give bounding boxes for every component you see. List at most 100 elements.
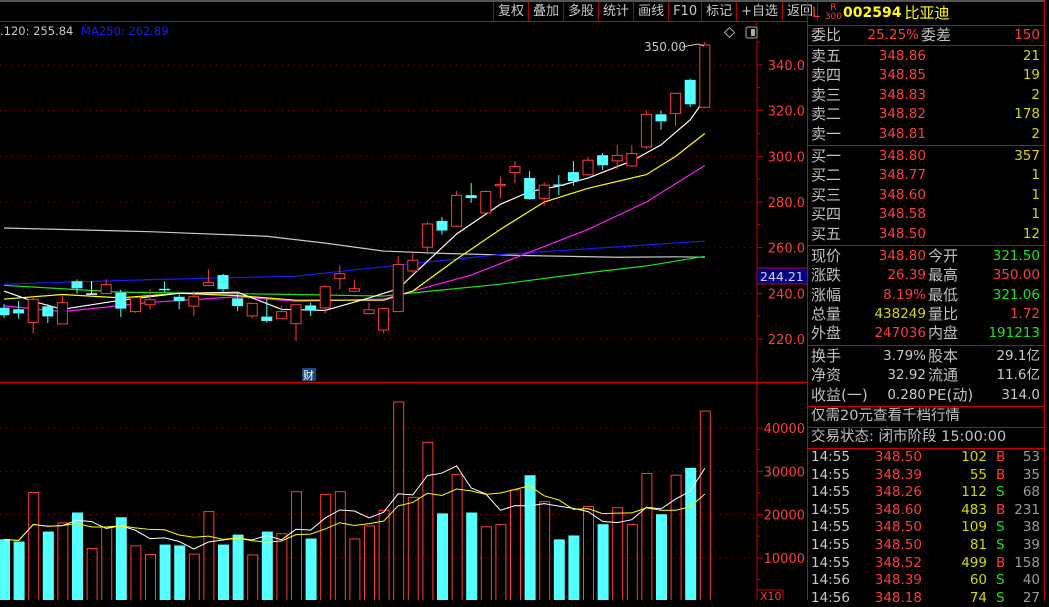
candle[interactable]	[232, 291, 244, 311]
candle[interactable]	[319, 285, 331, 314]
toolbar-button-6[interactable]: 标记	[702, 2, 738, 22]
candle[interactable]	[261, 299, 273, 323]
candle[interactable]	[699, 42, 711, 109]
toolbar-button-1[interactable]: 叠加	[529, 2, 565, 22]
candle[interactable]	[202, 269, 214, 287]
candle[interactable]	[159, 281, 171, 292]
right-scroll-strip[interactable]	[1045, 0, 1049, 600]
candle[interactable]	[524, 171, 536, 200]
quote-label-2: 今开	[928, 246, 959, 265]
toolbar-button-4[interactable]: 画线	[634, 2, 670, 22]
tick-volume: 109	[961, 519, 987, 536]
price-tick-label: 240.0	[768, 287, 805, 302]
fundamental-row: 换手 3.79% 股本 29.1亿	[808, 347, 1044, 366]
promo-row[interactable]: 仅需20元查看千档行情	[808, 407, 1044, 429]
candle-body	[0, 307, 10, 316]
promo-link[interactable]: 仅需20元查看千档行情	[811, 408, 960, 425]
asks-label: 卖四	[811, 66, 842, 85]
candle[interactable]	[217, 273, 229, 292]
toolbar-button-8[interactable]: 返回	[783, 2, 819, 22]
candle[interactable]	[480, 190, 492, 214]
tick-list[interactable]: 14:55 348.50 102 B 53 14:55 348.39 55 B 35 14:55 34…	[808, 449, 1044, 607]
weicha-label: 委差	[921, 26, 952, 44]
candle[interactable]	[392, 255, 404, 313]
volume-bar	[232, 534, 244, 600]
panel-toggle-icon[interactable]	[745, 26, 758, 39]
candle[interactable]	[42, 304, 54, 324]
volume-bar	[115, 517, 127, 600]
candle[interactable]	[378, 308, 390, 334]
tick-time: 14:55	[811, 484, 850, 501]
candle[interactable]	[71, 279, 83, 294]
candle[interactable]	[451, 191, 463, 228]
candle[interactable]	[538, 182, 550, 206]
toolbar-button-0[interactable]: 复权	[494, 2, 530, 22]
candle[interactable]	[655, 110, 667, 130]
trade-status: 交易状态: 闭市阶段 15:00:00	[811, 429, 1007, 446]
candle[interactable]	[246, 302, 258, 319]
fundamental-value: 0.280	[887, 386, 926, 403]
quote-value-2: 191213	[988, 325, 1040, 342]
candle[interactable]	[509, 161, 521, 184]
candle[interactable]	[348, 280, 360, 292]
toolbar-button-7[interactable]: +自选	[737, 2, 784, 22]
diamond-icon[interactable]	[723, 26, 736, 39]
candle[interactable]	[465, 183, 477, 203]
candle[interactable]	[115, 289, 127, 318]
quote-row: 总量 438249 量比 1.72	[808, 305, 1044, 324]
candle[interactable]	[626, 145, 638, 167]
bids-price: 348.60	[878, 186, 926, 203]
candle[interactable]	[421, 221, 433, 255]
candle[interactable]	[567, 161, 579, 186]
candle[interactable]	[290, 304, 302, 342]
fundamental-label: 收益(一)	[811, 385, 868, 404]
candle[interactable]	[436, 217, 448, 235]
kline-chart[interactable]: 340.0 320.0 300.0 280.0 260.0 240.0 220.0 40000…	[0, 0, 808, 600]
tick-volume: 60	[969, 572, 987, 589]
candle[interactable]	[100, 279, 112, 295]
candle[interactable]	[407, 253, 419, 274]
finance-badge-bg[interactable]	[302, 368, 316, 381]
candle[interactable]	[13, 301, 25, 319]
candle[interactable]	[305, 302, 317, 316]
candle[interactable]	[129, 297, 141, 313]
current-price-tag: 244.21	[760, 269, 804, 284]
candle-body	[509, 165, 521, 174]
candle-body	[275, 311, 287, 320]
candle[interactable]	[553, 175, 565, 196]
candle[interactable]	[144, 289, 156, 310]
candle[interactable]	[173, 294, 185, 310]
fundamental-value-2: 314.0	[1001, 386, 1040, 403]
candle[interactable]	[684, 78, 696, 107]
candle[interactable]	[670, 92, 682, 126]
tick-count: 68	[1022, 484, 1040, 501]
tick-count: 39	[1022, 537, 1040, 553]
candle[interactable]	[275, 305, 287, 320]
asks-price: 348.85	[878, 67, 926, 84]
candle[interactable]	[56, 296, 68, 325]
candle[interactable]	[188, 291, 200, 316]
quote-row: 现价 348.80 今开 321.50	[808, 247, 1044, 266]
toolbar-button-5[interactable]: F10	[669, 2, 703, 22]
asks-label: 卖二	[811, 105, 842, 124]
candle[interactable]	[582, 157, 594, 176]
candle[interactable]	[86, 281, 98, 295]
bids-label: 买二	[811, 166, 842, 185]
candle-body	[217, 275, 229, 290]
toolbar-button-3[interactable]: 统计	[599, 2, 635, 22]
candle[interactable]	[597, 153, 609, 170]
candle[interactable]	[334, 265, 346, 290]
candle[interactable]	[611, 145, 623, 170]
candle[interactable]	[494, 176, 506, 199]
asks-label: 卖五	[811, 47, 842, 65]
volume-tick-label: 10000	[764, 552, 805, 567]
tick-price: 348.39	[874, 466, 922, 483]
tick-time: 14:55	[811, 501, 850, 518]
finance-badge[interactable]: 财	[303, 368, 314, 382]
candle[interactable]	[363, 302, 375, 315]
candle[interactable]	[640, 110, 652, 150]
toolbar-button-2[interactable]: 多股	[564, 2, 600, 22]
candle[interactable]	[0, 304, 10, 318]
candle-body	[56, 302, 68, 325]
candle[interactable]	[27, 296, 39, 334]
